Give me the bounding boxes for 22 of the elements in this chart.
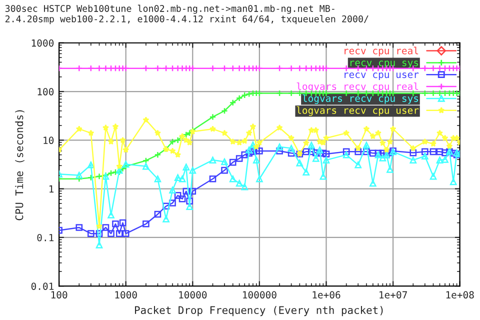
y-tick-label: 0.1 [37, 234, 54, 242]
legend-label: logvars recv cpu user [296, 106, 419, 116]
legend-label: recv cpu real [344, 46, 418, 56]
y-tick-label: 0.01 [31, 282, 54, 290]
legend-label: recv cpu user [344, 72, 419, 80]
y-tick-label: 1 [49, 185, 54, 193]
legend-label: recv cpu sys [350, 60, 418, 68]
x-tick-label: 1e+06 [312, 291, 340, 299]
y-tick-label: 1000 [32, 39, 54, 47]
x-tick-label: 10000 [179, 291, 207, 299]
x-tick-label: 1e+07 [380, 291, 407, 299]
x-tick-label: 1e+08 [446, 291, 474, 299]
legend-label: logvars recv cpu real [296, 82, 418, 92]
x-tick-label: 100 [51, 291, 68, 299]
x-tick-label: 1000 [115, 291, 137, 299]
y-tick-label: 10 [44, 136, 54, 144]
chart-title: 300sec HSTCP Web100tune lon02.mb-ng.net->man01.mb-ng.net MB- 2.4.20smp web100-2.2.1, e1000-4.4.12 rxint 64/64, txqueuelen 2000/ [5, 4, 368, 24]
x-tick-label: 100000 [243, 291, 276, 299]
y-tick-label: 100 [38, 88, 54, 96]
legend-label: logvars recv cpu sys [302, 94, 418, 104]
y-axis-title: CPU Time (seconds) [15, 110, 24, 220]
x-axis-title: Packet Drop Frequency (Every nth packet) [135, 306, 383, 316]
